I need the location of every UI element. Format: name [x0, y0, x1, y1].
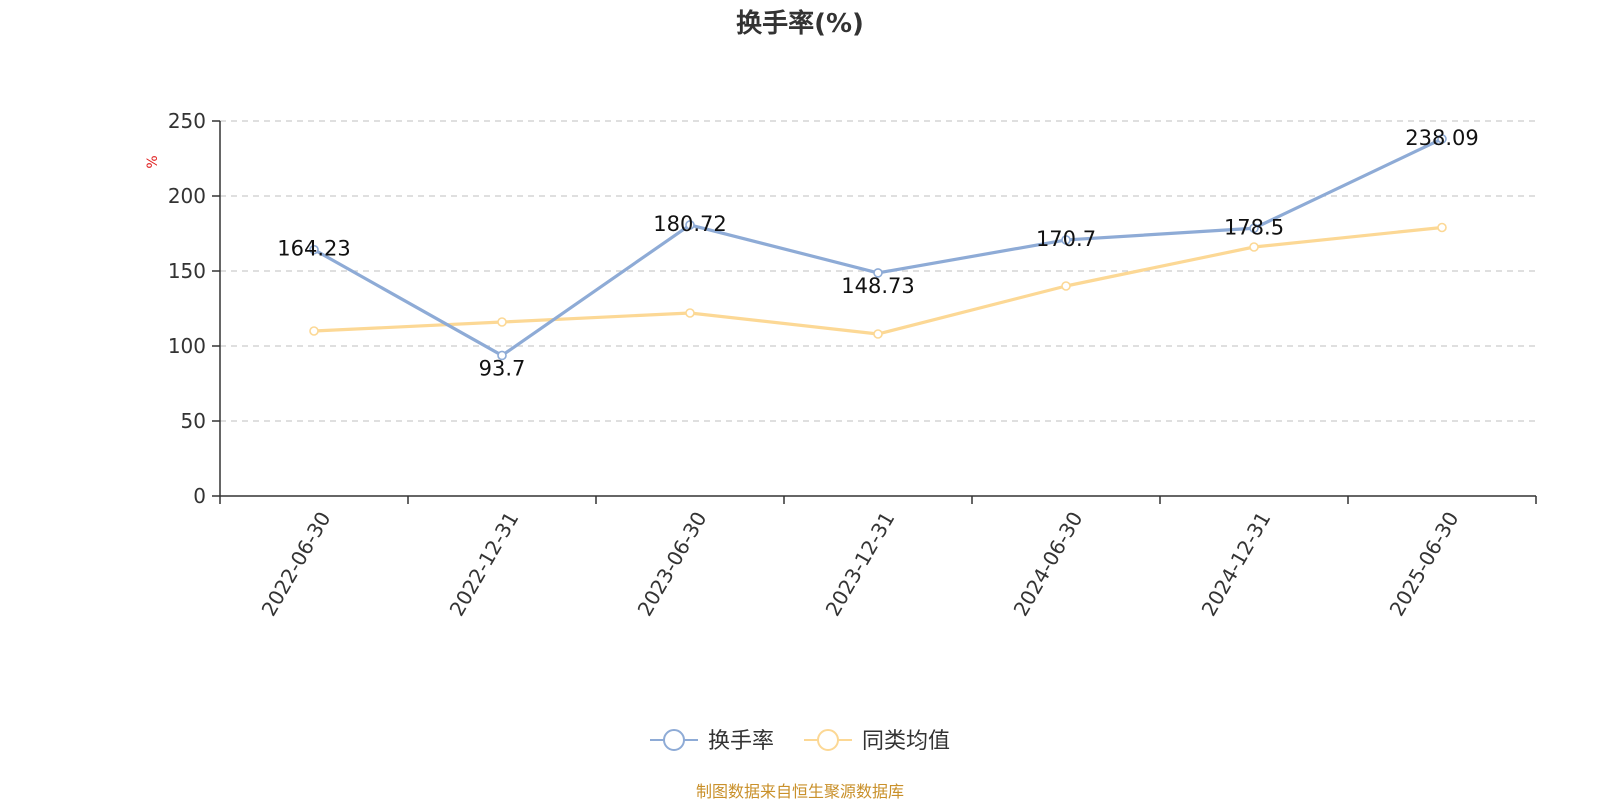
turnover-data-label: 164.23 [277, 237, 350, 261]
peer-average-data-point[interactable] [1437, 222, 1447, 233]
legend-peer-average-label: 同类均值 [862, 729, 950, 754]
peer-average-data-point[interactable] [873, 329, 883, 339]
peer-average-data-point[interactable] [1061, 281, 1071, 291]
turnover-data-point[interactable] [1437, 134, 1447, 144]
turnover-data-label: 170.7 [1036, 227, 1096, 251]
y-tick-label: 200 [168, 184, 206, 208]
turnover-data-label: 178.5 [1224, 215, 1284, 239]
legend-turnover-circle-icon [663, 729, 685, 751]
turnover-data-label: 93.7 [479, 356, 526, 380]
turnover-data-point[interactable] [497, 350, 507, 361]
y-tick-label: 100 [168, 334, 206, 358]
y-tick-label: 50 [181, 409, 206, 433]
x-tick-label: 2024-12-31 [1197, 508, 1276, 621]
x-tick-label: 2022-12-31 [445, 508, 524, 621]
x-tick-label: 2023-06-30 [633, 508, 712, 621]
peer-average-data-point[interactable] [497, 317, 507, 327]
turnover-data-label: 148.73 [841, 274, 914, 298]
y-tick-label: 250 [168, 109, 206, 133]
turnover-data-point[interactable] [1249, 223, 1259, 234]
x-tick-label: 2023-12-31 [821, 508, 900, 621]
data-source-note: 制图数据来自恒生聚源数据库 [696, 782, 904, 800]
peer-average-data-point[interactable] [685, 308, 695, 318]
turnover-data-label: 238.09 [1405, 126, 1478, 150]
legend-item-turnover[interactable]: 换手率 [650, 729, 774, 754]
legend-peer-average-circle-icon [817, 729, 839, 751]
series-lines [309, 134, 1447, 361]
data-labels: 164.23 93.7 180.72 148.73 170.7 178.5 238.09 [277, 126, 1478, 381]
x-tick-label: 2024-06-30 [1009, 508, 1088, 621]
peer-average-data-point[interactable] [1249, 242, 1259, 252]
turnover-data-point[interactable] [873, 268, 883, 278]
legend-turnover-label: 换手率 [708, 729, 774, 754]
turnover-data-point[interactable] [1061, 235, 1071, 245]
chart-title: 换手率(%) [736, 8, 864, 39]
y-axis-unit-label: % [145, 155, 161, 168]
x-tick-label: 2025-06-30 [1385, 508, 1464, 621]
peer-average-data-point[interactable] [309, 326, 319, 336]
y-tick-label: 150 [168, 259, 206, 283]
axes: 0 50 100 150 200 250 2022-06-30 2022-12-31 2023-… [168, 109, 1537, 621]
turnover-data-label: 180.72 [653, 212, 726, 236]
legend: 换手率 同类均值 [650, 729, 950, 754]
y-tick-label: 0 [193, 484, 206, 508]
turnover-data-point[interactable] [309, 244, 319, 255]
legend-item-peer-average[interactable]: 同类均值 [804, 729, 950, 754]
turnover-data-point[interactable] [685, 220, 695, 230]
x-tick-label: 2022-06-30 [257, 508, 336, 621]
